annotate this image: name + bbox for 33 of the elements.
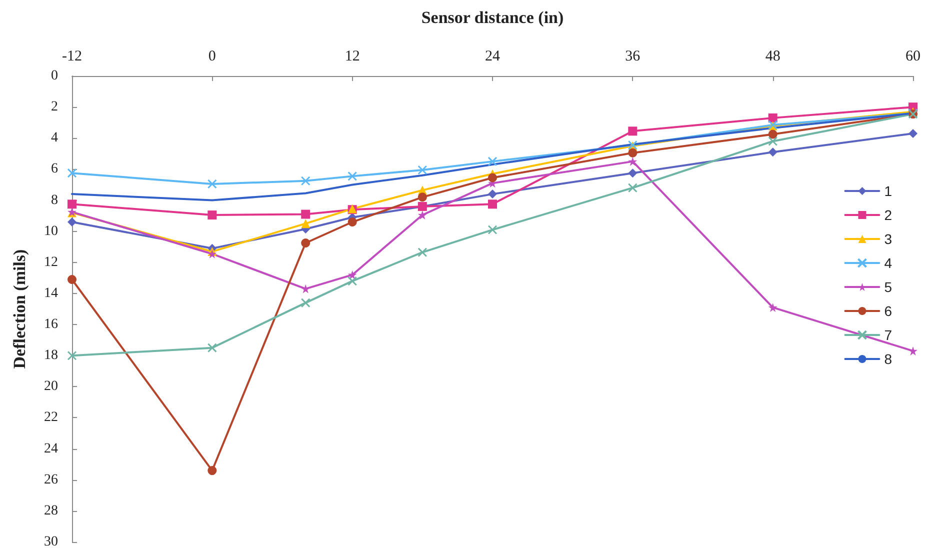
legend-label: 7 bbox=[884, 327, 892, 343]
x-tick-label: 36 bbox=[625, 48, 641, 64]
legend-label: 6 bbox=[884, 303, 892, 319]
y-tick-label: 8 bbox=[51, 192, 58, 208]
legend-label: 2 bbox=[884, 207, 892, 223]
legend-label: 4 bbox=[884, 255, 892, 271]
y-tick-label: 22 bbox=[44, 410, 58, 426]
y-tick-label: 20 bbox=[44, 379, 58, 394]
y-tick-label: 30 bbox=[44, 534, 58, 550]
y-tick-label: 18 bbox=[44, 348, 58, 364]
y-tick-label: 24 bbox=[44, 441, 58, 456]
y-tick-label: 2 bbox=[51, 100, 58, 115]
legend-label: 3 bbox=[884, 231, 892, 247]
y-tick-label: 0 bbox=[51, 68, 58, 84]
y-tick-label: 4 bbox=[51, 130, 58, 146]
y-tick-label: 16 bbox=[44, 317, 58, 332]
x-tick-label: 48 bbox=[765, 48, 780, 64]
x-tick-label: 24 bbox=[485, 48, 500, 64]
y-axis-title: Deflection (mils) bbox=[10, 249, 29, 369]
legend-label: 5 bbox=[884, 279, 892, 295]
x-tick-label: 60 bbox=[906, 48, 920, 64]
y-tick-label: 14 bbox=[44, 286, 58, 301]
y-tick-label: 12 bbox=[44, 254, 58, 270]
x-axis-title: Sensor distance (in) bbox=[421, 8, 564, 27]
x-tick-label: 12 bbox=[344, 48, 360, 64]
y-tick-label: 26 bbox=[44, 472, 58, 488]
legend-label: 8 bbox=[884, 351, 892, 367]
legend-label: 1 bbox=[884, 183, 892, 199]
x-tick-label: -12 bbox=[62, 48, 82, 64]
x-tick-label: 0 bbox=[208, 48, 216, 64]
y-tick-label: 10 bbox=[44, 224, 58, 239]
y-tick-label: 28 bbox=[44, 503, 58, 518]
y-tick-label: 6 bbox=[51, 162, 58, 177]
